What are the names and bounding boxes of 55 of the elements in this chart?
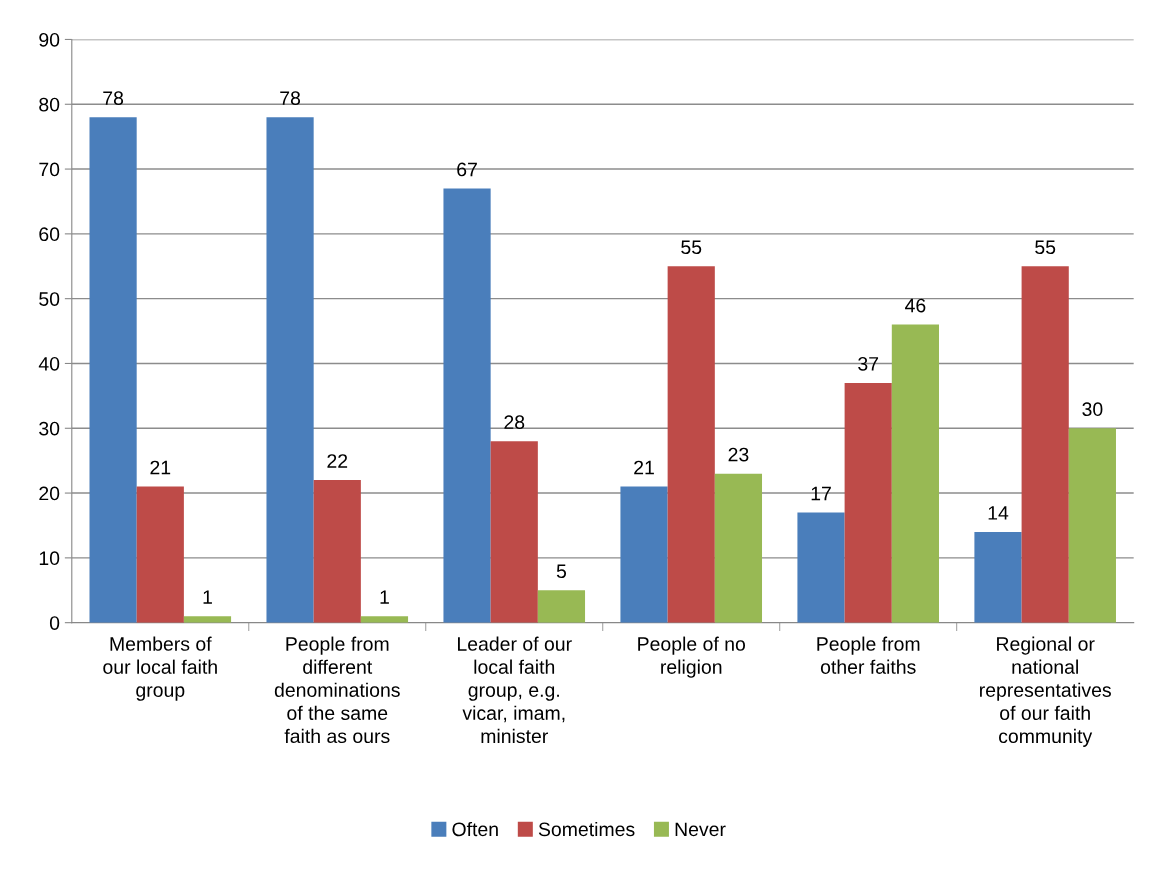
bar (1068, 428, 1116, 623)
x-tick-label: Members of our local faith group (103, 636, 217, 701)
x-tick-label: Leader of our local faith group, e.g. vicar, imam, minister (458, 636, 572, 744)
y-tick-label: 60 (39, 227, 60, 242)
data-label: 23 (728, 447, 749, 462)
y-tick-label: 20 (39, 486, 60, 501)
data-label: 78 (280, 91, 301, 106)
bar (620, 486, 668, 623)
data-label: 5 (556, 564, 567, 579)
x-tick-label: People from other faiths (817, 636, 920, 674)
data-label: 1 (380, 590, 389, 604)
data-label: 37 (858, 356, 879, 371)
data-label: 78 (103, 91, 124, 106)
data-label: 55 (681, 240, 702, 255)
bar (891, 324, 939, 623)
y-tick-label: 70 (39, 162, 60, 177)
bar (313, 480, 361, 623)
y-tick-label: 50 (39, 292, 60, 306)
legend-label: Sometimes (538, 821, 635, 837)
bar (183, 616, 232, 623)
legend-label: Often (452, 821, 498, 837)
data-label: 22 (327, 454, 348, 468)
bar (1021, 266, 1069, 623)
bar (266, 117, 314, 623)
bar (797, 512, 845, 623)
data-label: 14 (988, 506, 1009, 520)
y-tick-label: 80 (39, 97, 60, 112)
legend-label: Never (675, 822, 726, 837)
x-tick-label: People from different denominations of the same faith as ours (274, 636, 400, 744)
bar (360, 616, 409, 623)
bar (844, 382, 892, 623)
bar (667, 266, 715, 623)
data-label: 30 (1082, 402, 1103, 417)
data-label: 21 (150, 460, 171, 475)
y-tick-label: 90 (39, 32, 60, 47)
x-tick-label: Regional or national representatives of our faith community (980, 636, 1111, 747)
data-label: 21 (634, 460, 654, 475)
bar (714, 473, 763, 623)
data-label: 67 (457, 162, 477, 177)
bar (443, 188, 491, 623)
bar (136, 486, 184, 623)
data-label: 17 (811, 486, 831, 501)
bar (974, 531, 1022, 623)
x-tick-label: People of no religion (638, 636, 746, 678)
y-tick-label: 30 (39, 421, 60, 436)
bar (490, 441, 538, 623)
y-tick-label: 40 (38, 356, 60, 371)
data-label: 28 (504, 415, 525, 430)
bar (537, 590, 586, 623)
y-tick-label: 0 (49, 616, 60, 630)
data-label: 55 (1035, 240, 1056, 255)
bar (89, 117, 137, 623)
y-tick-label: 10 (39, 551, 60, 566)
data-label: 46 (905, 298, 926, 313)
data-label: 1 (203, 590, 212, 604)
